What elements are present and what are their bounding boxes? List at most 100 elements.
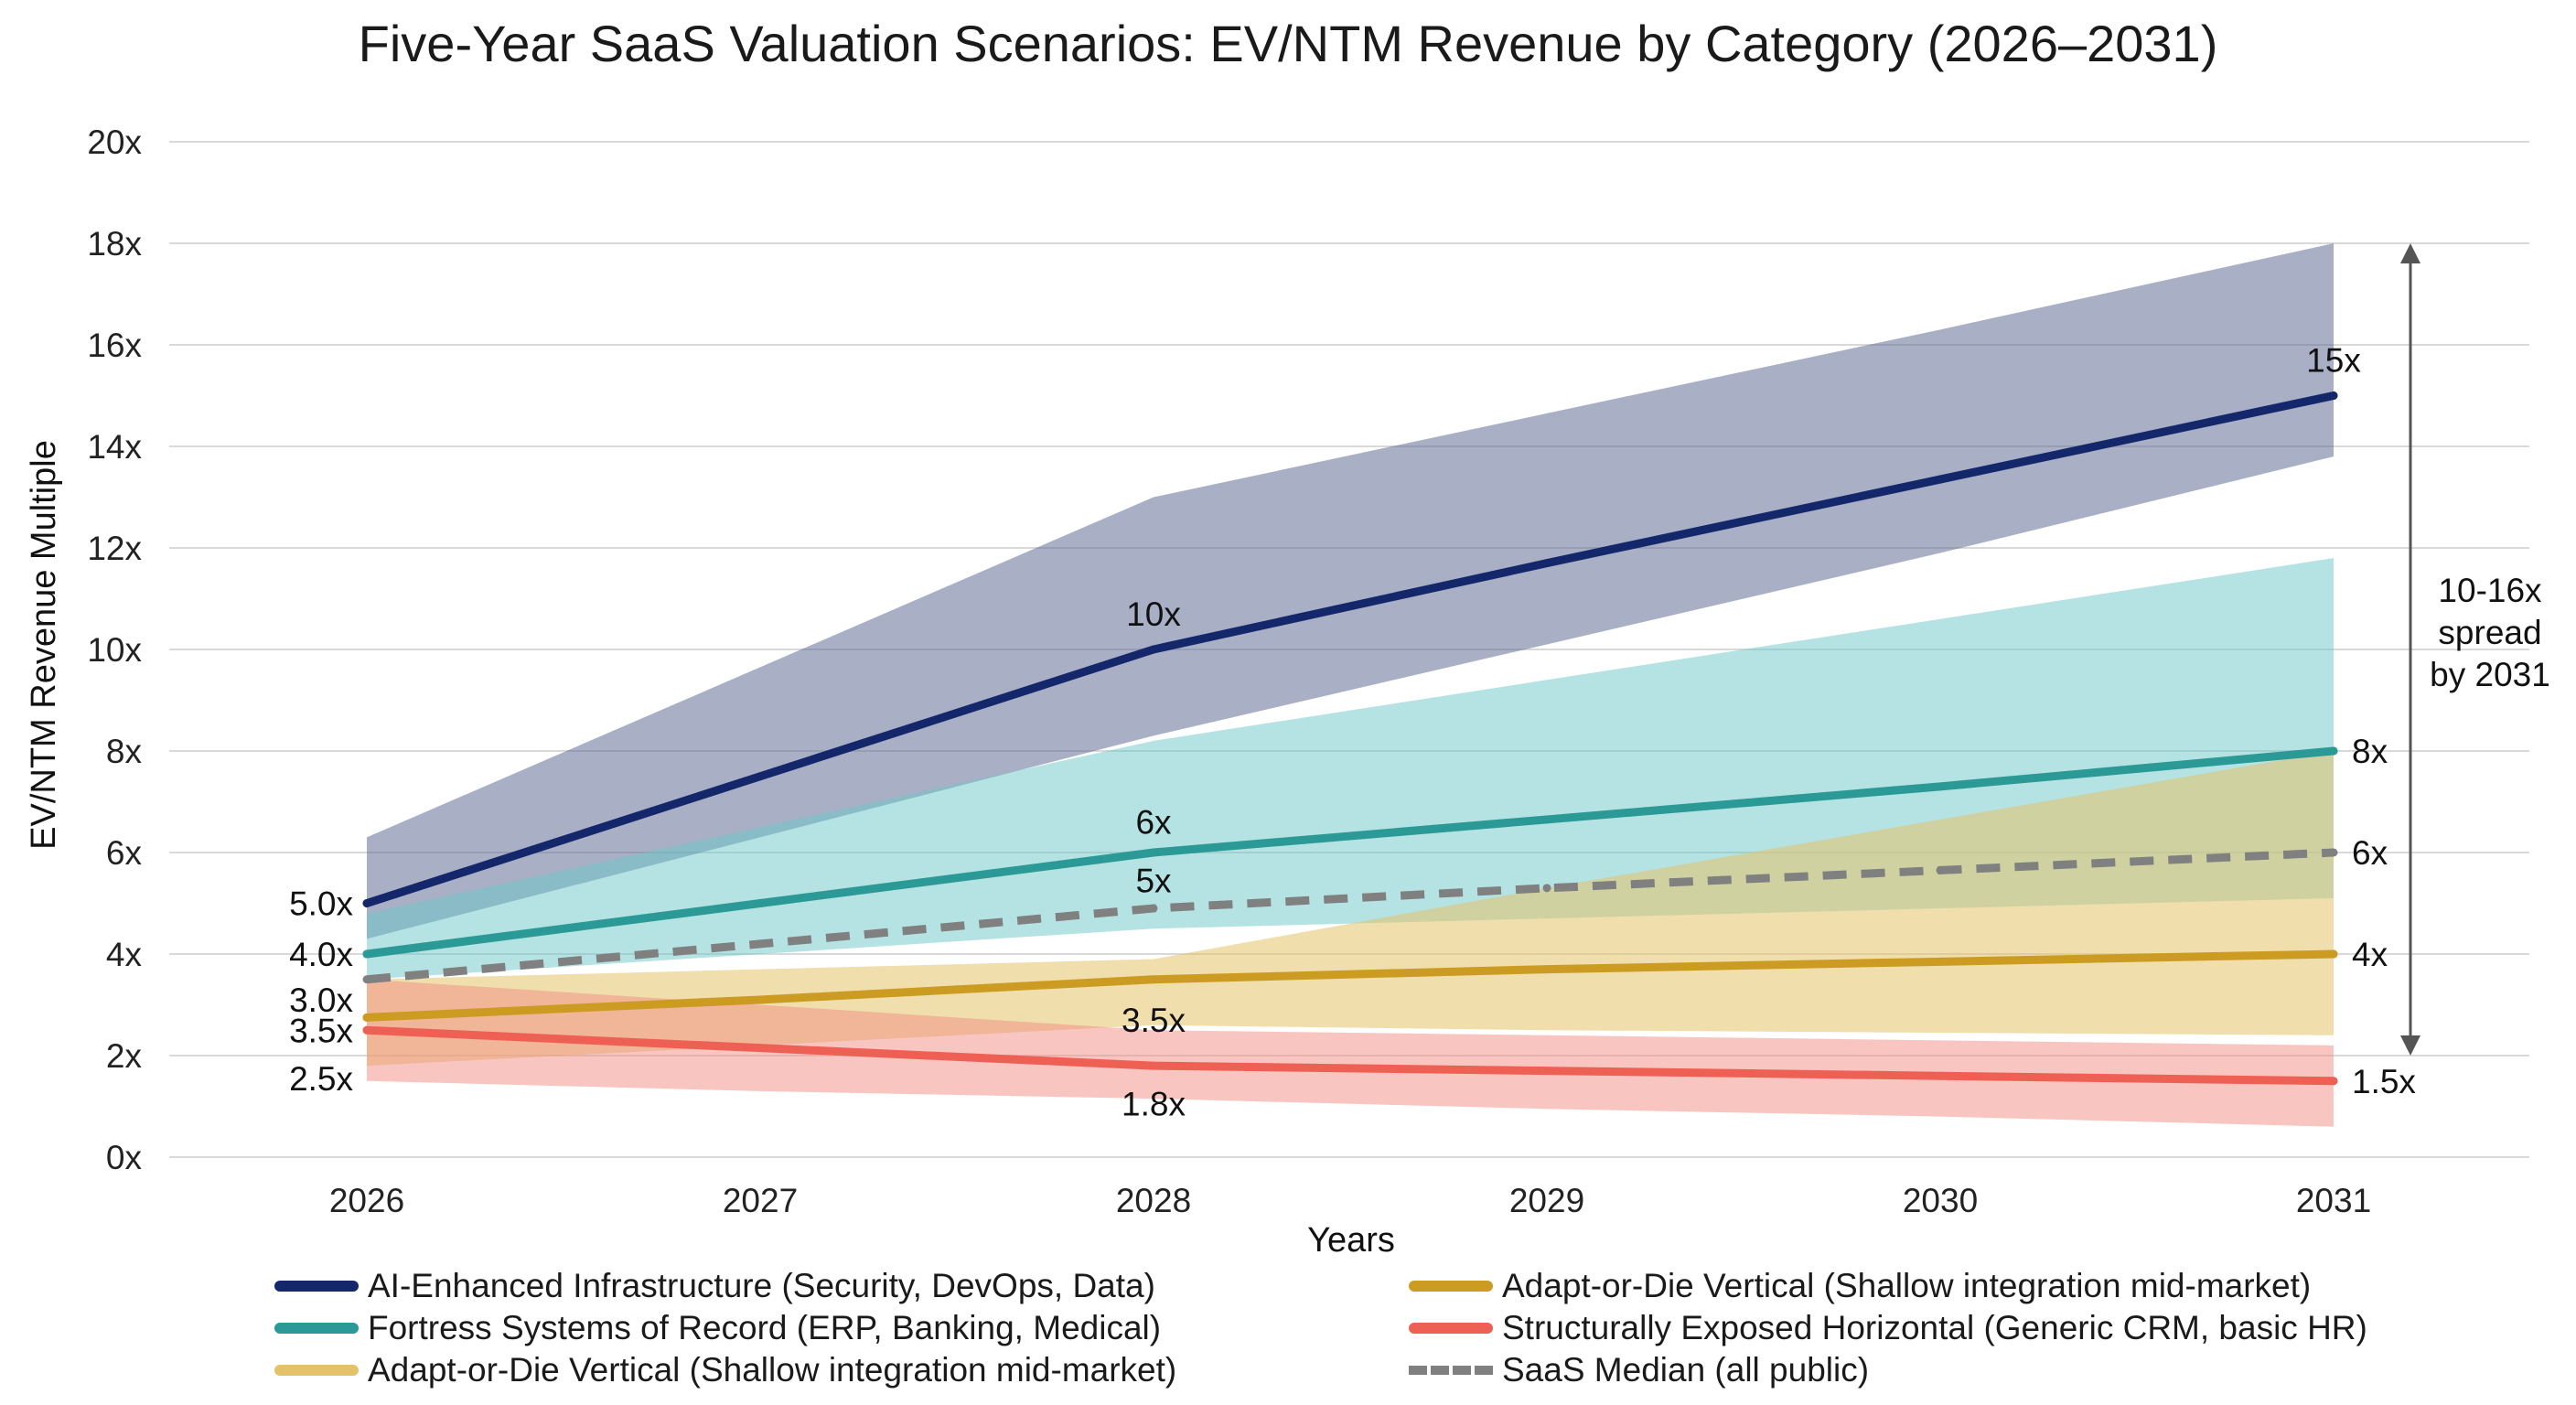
x-axis-title: Years (1307, 1221, 1395, 1260)
y-tick-label: 0x (106, 1139, 143, 1176)
legend-label: Structurally Exposed Horizontal (Generic… (1502, 1309, 2367, 1346)
data-point (362, 949, 371, 959)
line-ai-enhanced-infrastructure-security-devops-data (362, 391, 2338, 907)
data-label: 6x (2352, 834, 2388, 872)
data-point (756, 995, 765, 1004)
data-label: 3.5x (1122, 1002, 1186, 1039)
legend-item: SaaS Median (all public) (1409, 1349, 1869, 1391)
data-point (362, 975, 371, 984)
y-axis-ticks: 0x 2x 4x 6x 8x 10x 12x 14x 16x 18x 20x (87, 123, 142, 1176)
data-point (1149, 1061, 1158, 1070)
legend-swatch (1409, 1366, 1493, 1375)
data-point (1936, 865, 1945, 874)
data-point (1149, 645, 1158, 654)
y-tick-label: 12x (87, 530, 142, 567)
y-tick-label: 10x (87, 631, 142, 669)
legend-swatch (1409, 1281, 1493, 1292)
data-point (1936, 475, 1945, 484)
x-tick-label: 2026 (329, 1182, 404, 1219)
legend-item: AI-Enhanced Infrastructure (Security, De… (274, 1265, 1155, 1307)
data-point (1936, 1071, 1945, 1080)
data-label: 5.0x (289, 885, 353, 923)
data-point (2329, 391, 2338, 400)
data-label: 15x (2306, 342, 2361, 380)
data-point (2329, 949, 2338, 959)
line-fortress-systems-of-record-erp-banking-medical (362, 746, 2338, 959)
y-tick-label: 20x (87, 123, 142, 161)
spread-arrow-down-icon (2400, 1035, 2420, 1056)
legend-item: Adapt-or-Die Vertical (Shallow integrati… (1409, 1265, 2311, 1307)
y-tick-label: 6x (106, 834, 143, 872)
data-point (1149, 975, 1158, 984)
data-point (2329, 848, 2338, 857)
spread-annotation: 10-16x spread by 2031 (2400, 243, 2550, 1056)
spread-arrow-up-icon (2400, 243, 2420, 263)
y-tick-label: 18x (87, 225, 142, 263)
data-label: 10x (1126, 595, 1181, 633)
y-tick-label: 16x (87, 327, 142, 364)
x-tick-label: 2031 (2296, 1182, 2371, 1219)
spread-label-line: 10-16x (2438, 572, 2542, 609)
data-point (756, 899, 765, 907)
legend-swatch (274, 1323, 359, 1334)
data-point (362, 1013, 371, 1022)
band-structurally-exposed-horizontal-generic-crm-basic-hr (367, 979, 2334, 1127)
data-label: 2.5x (289, 1060, 353, 1098)
data-label: 3.0x (289, 981, 353, 1019)
legend-label: Fortress Systems of Record (ERP, Banking… (368, 1309, 1162, 1346)
legend-swatch (274, 1365, 359, 1376)
legend-label: Adapt-or-Die Vertical (Shallow integrati… (1502, 1267, 2312, 1304)
data-label: 5x (1135, 863, 1172, 900)
legend-label: Adapt-or-Die Vertical (Shallow integrati… (368, 1351, 1177, 1389)
data-point (756, 772, 765, 781)
chart-title: Five-Year SaaS Valuation Scenarios: EV/N… (358, 15, 2218, 72)
data-label: 1.8x (1122, 1086, 1186, 1123)
data-point (362, 899, 371, 907)
legend: AI-Enhanced Infrastructure (Security, De… (274, 1265, 2470, 1402)
data-label: 1.5x (2352, 1063, 2416, 1100)
band-adapt-or-die-vertical-shallow-integration-mid-market (367, 751, 2334, 1067)
legend-swatch (274, 1281, 359, 1292)
data-point (1149, 848, 1158, 857)
data-point (2329, 746, 2338, 756)
x-tick-label: 2027 (723, 1182, 798, 1219)
data-label: 4.0x (289, 936, 353, 973)
data-label: 8x (2352, 733, 2388, 770)
y-tick-label: 4x (106, 936, 143, 973)
data-point (1542, 1067, 1551, 1076)
data-point (756, 1044, 765, 1053)
line-saas-median-all-public (366, 848, 2334, 984)
series-lines (362, 391, 2338, 1086)
y-axis-title: EV/NTM Revenue Multiple (25, 440, 63, 850)
line-adapt-or-die-vertical-shallow-integration-mid-market (362, 949, 2338, 1022)
data-point (1149, 904, 1158, 913)
data-label: 6x (1135, 804, 1172, 842)
legend-item: Structurally Exposed Horizontal (Generic… (1409, 1307, 2367, 1349)
legend-swatch (1409, 1323, 1493, 1334)
spread-label-line: spread (2438, 614, 2541, 651)
data-point (1542, 815, 1551, 824)
data-label: 4x (2352, 936, 2388, 973)
y-tick-label: 14x (87, 428, 142, 466)
line-structurally-exposed-horizontal-generic-crm-basic-hr (362, 1025, 2338, 1086)
y-tick-label: 2x (106, 1037, 143, 1075)
data-point (2329, 1077, 2338, 1086)
data-point (1542, 965, 1551, 974)
legend-item: Adapt-or-Die Vertical (Shallow integrati… (274, 1349, 1176, 1391)
spread-label-line: by 2031 (2430, 656, 2550, 693)
x-tick-label: 2030 (1903, 1182, 1978, 1219)
legend-item: Fortress Systems of Record (ERP, Banking… (274, 1307, 1161, 1349)
confidence-bands (367, 243, 2334, 1127)
band-ai-enhanced-infrastructure-security-devops-data (367, 243, 2334, 939)
data-point (1936, 782, 1945, 791)
x-tick-label: 2028 (1116, 1182, 1191, 1219)
legend-label: SaaS Median (all public) (1502, 1351, 1870, 1389)
x-axis-ticks: 2026 2027 2028 2029 2030 2031 (329, 1182, 2371, 1219)
data-point (1542, 559, 1551, 568)
data-point (1936, 957, 1945, 966)
x-tick-label: 2029 (1509, 1182, 1584, 1219)
data-point (756, 939, 765, 949)
data-labels: 5.0x4.0x3.0x3.5x2.5x10x6x5x3.5x1.8x15x8x… (289, 342, 2416, 1123)
data-label: 3.5x (289, 1012, 353, 1049)
